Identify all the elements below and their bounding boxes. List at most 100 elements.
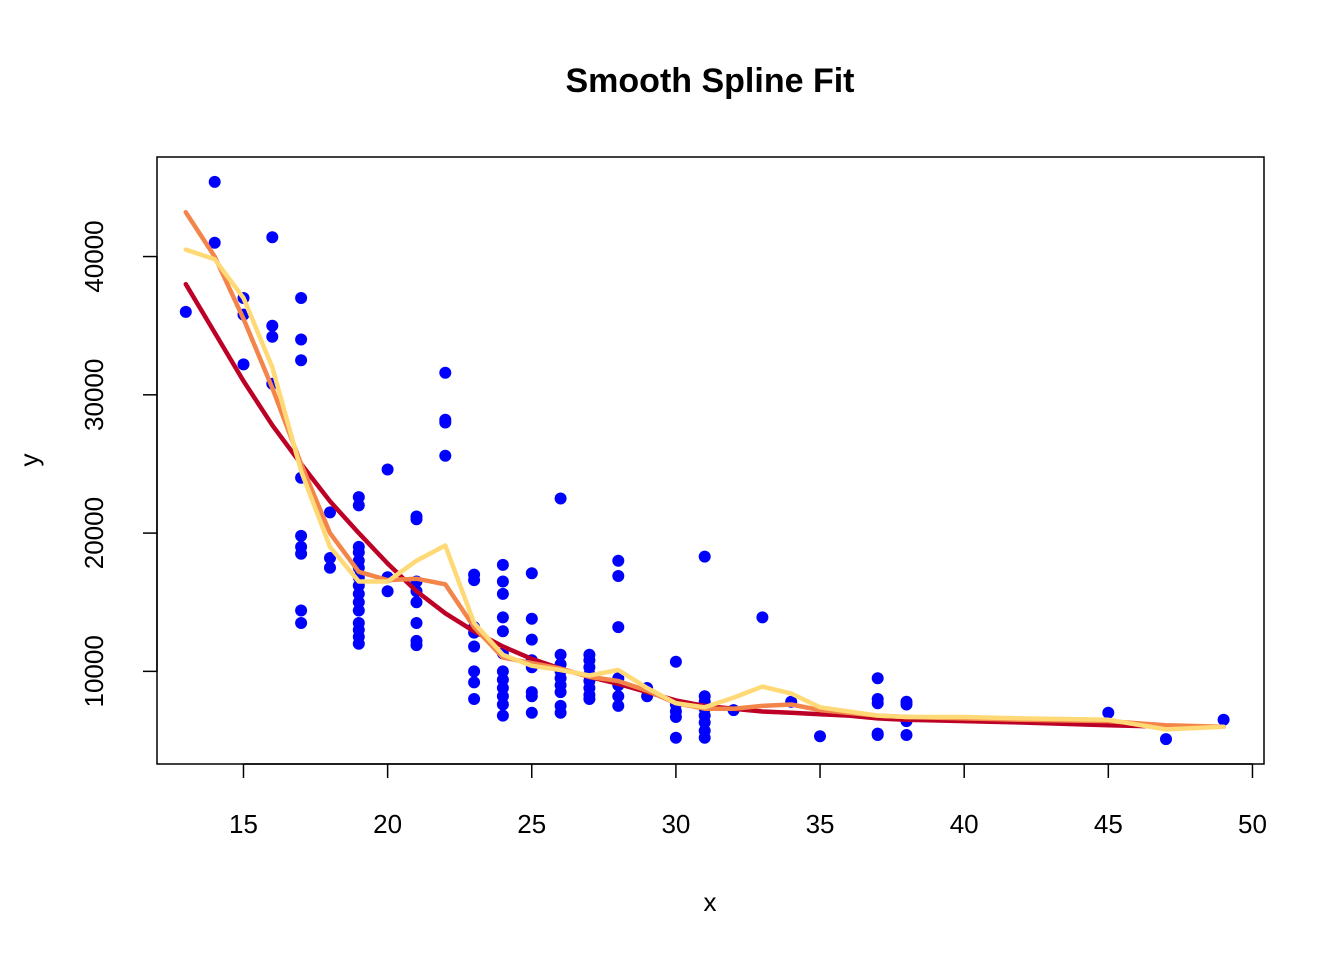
data-point — [525, 567, 538, 580]
y-axis-label: y — [14, 454, 44, 467]
data-point — [439, 449, 452, 462]
data-point — [900, 698, 913, 711]
data-point — [352, 637, 365, 650]
data-point — [468, 640, 481, 653]
data-point — [295, 292, 308, 304]
data-point — [496, 673, 509, 686]
data-point — [266, 319, 279, 332]
data-point — [295, 547, 308, 560]
data-point — [208, 175, 221, 188]
data-point — [756, 611, 769, 624]
data-point — [496, 575, 509, 588]
data-point — [352, 499, 365, 512]
x-axis-label: x — [704, 887, 717, 917]
data-point — [352, 587, 365, 600]
data-point — [324, 561, 336, 574]
data-point — [266, 231, 279, 244]
data-point — [525, 633, 538, 646]
data-point — [295, 604, 308, 617]
data-point — [295, 617, 308, 629]
data-point — [554, 648, 567, 661]
data-point — [669, 731, 682, 744]
data-point — [237, 358, 250, 371]
data-point — [814, 730, 826, 743]
y-tick-label: 20000 — [79, 497, 109, 569]
data-point — [871, 672, 884, 685]
data-point — [468, 574, 481, 587]
data-point — [496, 625, 509, 638]
data-point — [1160, 733, 1172, 746]
data-point — [295, 354, 308, 367]
data-point — [496, 611, 509, 624]
x-tick-label: 40 — [950, 809, 979, 839]
data-point — [698, 716, 711, 729]
data-point — [208, 236, 221, 249]
data-point — [324, 552, 336, 564]
data-point — [295, 529, 308, 542]
data-point — [381, 463, 394, 476]
data-point — [612, 690, 625, 703]
data-point — [554, 492, 567, 505]
data-point — [468, 693, 481, 705]
data-point — [496, 558, 509, 571]
data-point — [410, 513, 423, 526]
data-point — [698, 550, 711, 563]
data-point — [410, 617, 423, 629]
data-point — [525, 706, 538, 719]
data-point — [554, 706, 567, 719]
spline-line-2 — [183, 210, 1226, 729]
data-point — [525, 612, 538, 625]
data-point — [410, 596, 423, 609]
x-tick-label: 50 — [1238, 809, 1267, 839]
data-point — [439, 366, 452, 379]
x-tick-label: 35 — [806, 809, 835, 839]
data-point — [496, 587, 509, 600]
data-point — [381, 585, 394, 598]
x-tick-label: 15 — [229, 809, 258, 839]
data-point — [324, 506, 336, 519]
y-tick-label: 30000 — [79, 359, 109, 431]
data-point — [352, 596, 365, 609]
x-tick-label: 45 — [1094, 809, 1123, 839]
data-point — [669, 711, 682, 723]
data-point — [669, 655, 682, 668]
points-layer — [179, 175, 1230, 746]
data-point — [554, 686, 567, 699]
x-tick-label: 30 — [661, 809, 690, 839]
data-point — [179, 305, 192, 318]
data-point — [352, 604, 365, 617]
data-point — [410, 639, 423, 652]
data-point — [871, 697, 884, 710]
spline-line-3 — [183, 247, 1226, 732]
x-axis: 15 20 25 30 35 40 45 50 — [229, 763, 1267, 839]
data-point — [496, 682, 509, 694]
data-point — [496, 709, 509, 722]
y-axis: 10000 20000 30000 40000 — [79, 220, 158, 708]
data-point — [612, 699, 625, 712]
data-point — [468, 665, 481, 678]
data-point — [266, 330, 279, 343]
data-point — [698, 731, 711, 744]
y-tick-label: 10000 — [79, 635, 109, 707]
data-point — [583, 693, 596, 705]
data-point — [496, 690, 509, 703]
x-tick-label: 25 — [517, 809, 546, 839]
data-point — [612, 570, 625, 582]
data-point — [295, 333, 308, 346]
spline-line-1 — [183, 281, 1226, 729]
data-point — [1102, 706, 1115, 719]
data-point — [612, 554, 625, 567]
x-tick-label: 20 — [373, 809, 402, 839]
data-point — [352, 546, 365, 559]
data-point — [468, 676, 481, 689]
data-point — [900, 729, 913, 741]
data-point — [871, 729, 884, 741]
data-point — [496, 698, 509, 711]
data-point — [352, 491, 365, 504]
data-point — [439, 416, 452, 429]
plot-frame — [156, 156, 1265, 765]
chart-title: Smooth Spline Fit — [566, 62, 855, 100]
data-point — [496, 665, 509, 678]
data-point — [525, 690, 538, 703]
